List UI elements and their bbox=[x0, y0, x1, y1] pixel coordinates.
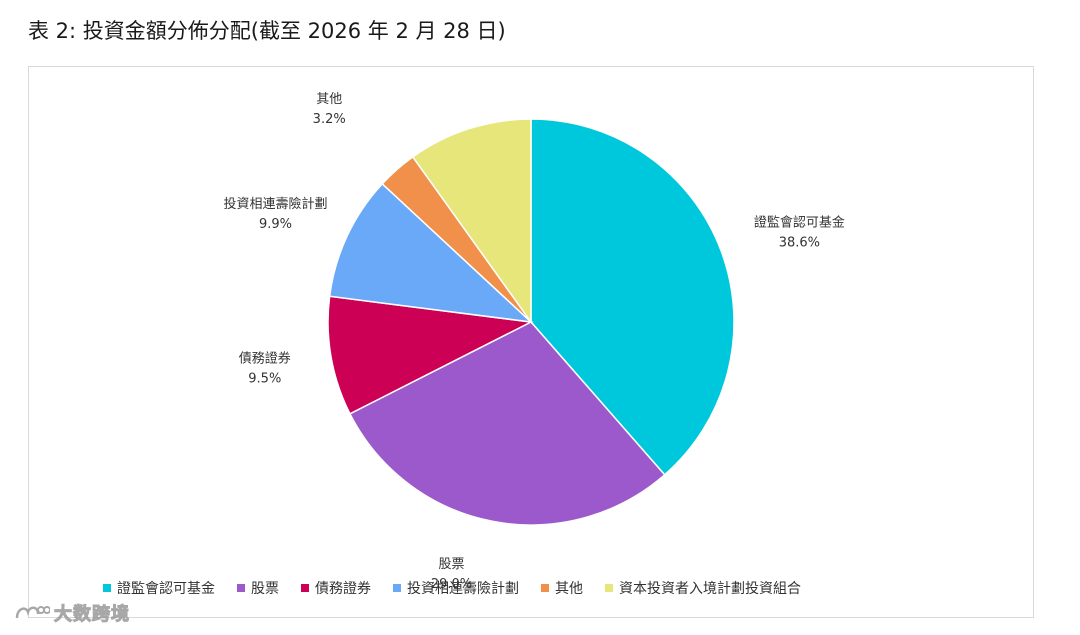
legend-swatch bbox=[541, 584, 549, 592]
pie-slice-3-name: 債務證券 bbox=[239, 350, 291, 366]
pie-slice-3 bbox=[327, 295, 534, 415]
watermark-logo-icon bbox=[15, 606, 50, 619]
legend-swatch bbox=[301, 584, 309, 592]
legend-swatch bbox=[237, 584, 245, 592]
pie-slice-1-name: 證監會認可基金 bbox=[754, 215, 845, 231]
page-title: 表 2: 投資金額分佈分配(截至 2026 年 2 月 28 日) bbox=[28, 19, 506, 43]
legend-label: 債務證券 bbox=[315, 581, 371, 597]
pie-slice-5-label: 其他 3.2% bbox=[313, 92, 346, 127]
legend-item-1: 證監會認可基金 bbox=[103, 578, 215, 598]
pie-slice-3-value: 9.5% bbox=[248, 371, 281, 386]
legend-label: 資本投資者入境計劃投資組合 bbox=[619, 581, 801, 597]
legend-swatch bbox=[605, 584, 613, 592]
pie-slice-4-label: 投資相連壽險計劃 9.9% bbox=[224, 196, 328, 232]
pie-slice-1-value: 38.6% bbox=[779, 236, 820, 251]
legend-label: 股票 bbox=[251, 581, 279, 597]
legend-item-6: 資本投資者入境計劃投資組合 bbox=[605, 578, 801, 598]
pie-slice-1-label: 證監會認可基金 38.6% bbox=[754, 215, 845, 251]
pie-slice-5-name: 其他 bbox=[316, 92, 342, 107]
pie-slice-4-value: 9.9% bbox=[259, 217, 292, 232]
pie-slice-5-value: 3.2% bbox=[313, 112, 346, 127]
pie-chart: 證監會認可基金 38.6% 股票 29.0% 債務證券 9.5% 投資相連壽險計劃 9.9% 其… bbox=[224, 92, 845, 592]
chart-legend: 證監會認可基金 股票 債務證券 投資相連壽險計劃 其他 資本投資者入境計劃投資組合 bbox=[103, 578, 823, 598]
pie-slice-2 bbox=[348, 321, 666, 526]
legend-label: 其他 bbox=[555, 581, 583, 597]
pie-slice-4-name: 投資相連壽險計劃 bbox=[224, 196, 328, 212]
legend-item-5: 其他 bbox=[541, 578, 583, 598]
legend-item-3: 債務證券 bbox=[301, 578, 371, 598]
watermark-text: 大数跨境 bbox=[54, 604, 130, 626]
legend-item-2: 股票 bbox=[237, 578, 279, 598]
legend-label: 證監會認可基金 bbox=[117, 581, 215, 597]
legend-swatch bbox=[393, 584, 401, 592]
pie-slice-2-name: 股票 bbox=[439, 557, 465, 572]
watermark: 大数跨境 bbox=[14, 600, 130, 626]
pie-slice-4 bbox=[328, 182, 534, 324]
chart-frame: 證監會認可基金 38.6% 股票 29.0% 債務證券 9.5% 投資相連壽險計劃 9.9% 其… bbox=[28, 66, 1034, 618]
legend-item-4: 投資相連壽險計劃 bbox=[393, 578, 519, 598]
pie-slice-1 bbox=[530, 118, 735, 476]
pie-slice-2-value: 29.0% bbox=[431, 577, 472, 592]
pie-slice-2-label: 股票 29.0% bbox=[431, 557, 472, 592]
legend-label: 投資相連壽險計劃 bbox=[407, 581, 519, 597]
pie-slice-3-label: 債務證券 9.5% bbox=[239, 350, 291, 386]
pie-slice-6 bbox=[411, 118, 532, 325]
legend-swatch bbox=[103, 584, 111, 592]
